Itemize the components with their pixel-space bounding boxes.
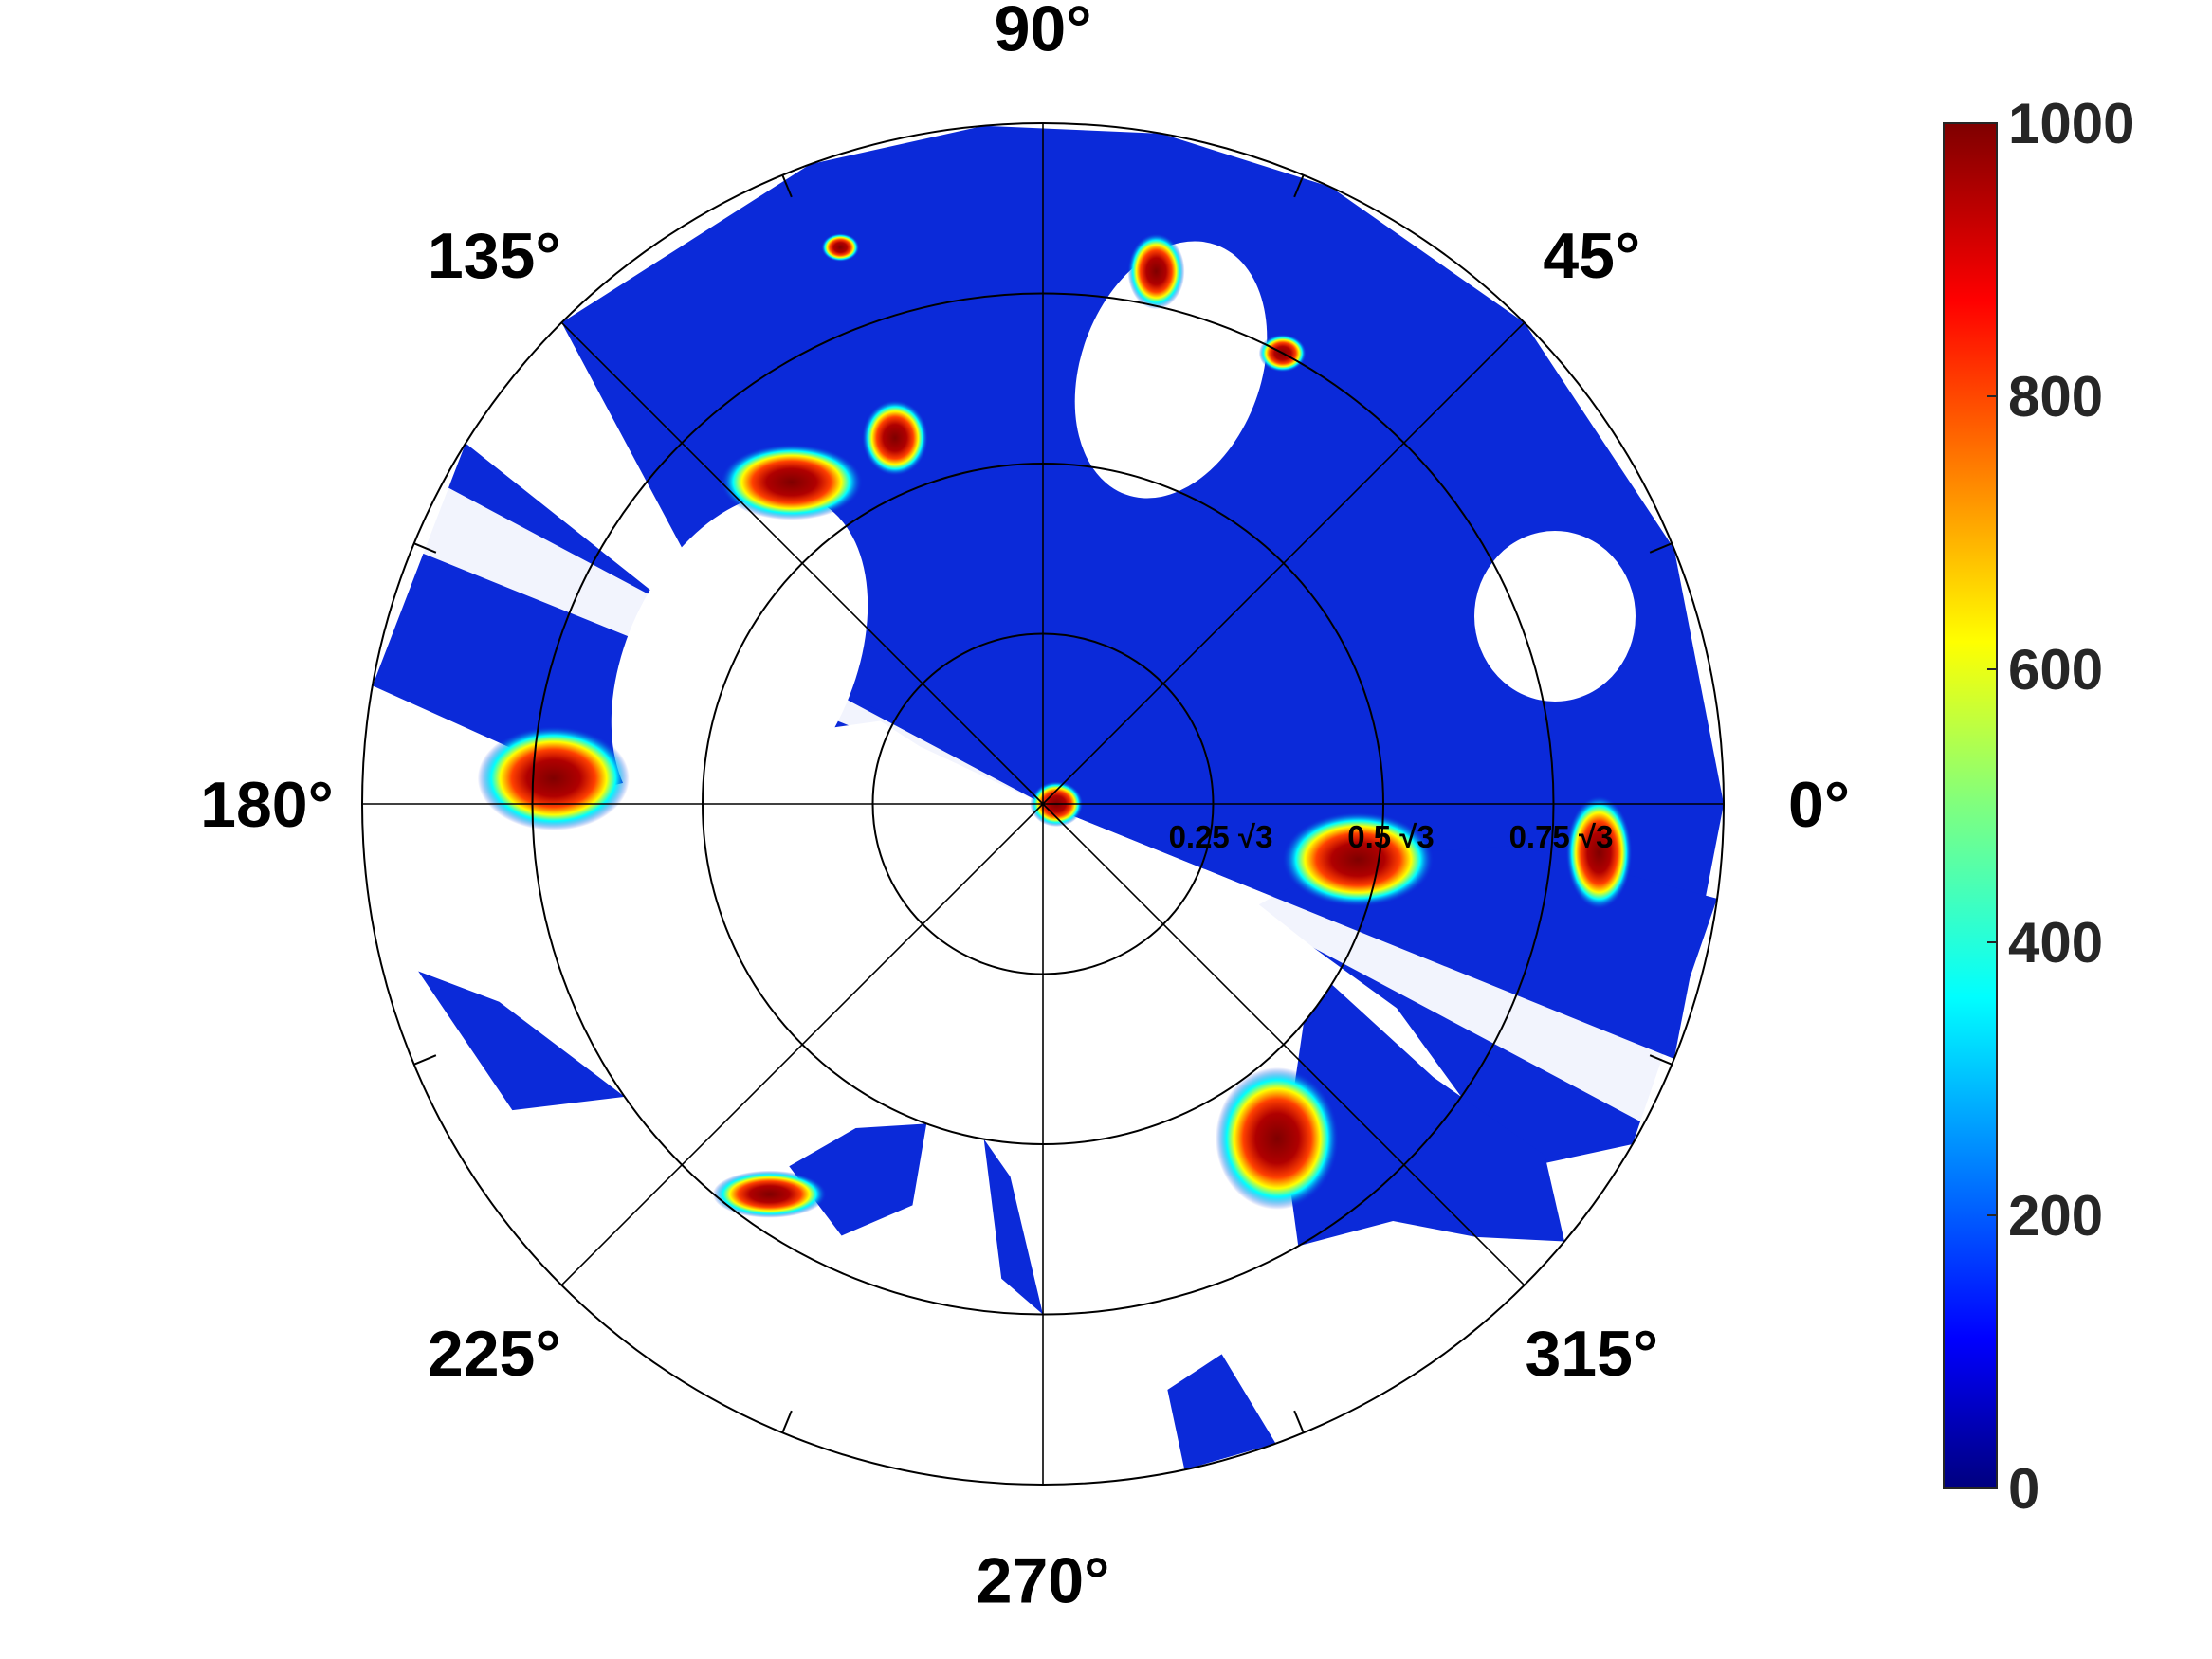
angle-label-135: 135° xyxy=(428,220,561,292)
field-region-bottom-left xyxy=(789,1123,927,1236)
polar-grid xyxy=(361,122,1725,1486)
minor-tick-202.5 xyxy=(413,1054,437,1066)
field-region-bottom-right xyxy=(1285,984,1565,1247)
radial-label-1: 0.25 √3 xyxy=(1169,819,1273,854)
minor-tick-292.5 xyxy=(1293,1410,1305,1433)
angular-grid-line-135 xyxy=(560,321,1044,805)
minor-tick-337.5 xyxy=(1649,1054,1673,1066)
angle-label-270: 270° xyxy=(977,1545,1110,1617)
angle-label-90: 90° xyxy=(995,0,1092,64)
colorbar-label-200: 200 xyxy=(2008,1184,2103,1248)
hotspot-2 xyxy=(477,725,630,830)
gap-right xyxy=(1474,531,1636,702)
hotspot-layer xyxy=(477,233,1633,1218)
field-region-upper xyxy=(561,125,1724,1059)
field-region-left-strip xyxy=(418,971,625,1111)
angular-tick-labels: 0° 45° 90° 135° 180° 225° 270° 315° xyxy=(200,0,1850,1617)
colorbar-label-800: 800 xyxy=(2008,365,2103,428)
angular-grid-line-225 xyxy=(560,803,1044,1286)
minor-tick-67.5 xyxy=(1293,174,1305,198)
hotspot-9 xyxy=(1127,233,1185,310)
hotspot-11 xyxy=(821,233,860,263)
field-region-bottom-strip xyxy=(983,1139,1043,1315)
angle-label-180: 180° xyxy=(200,769,334,841)
minor-tick-112.5 xyxy=(781,174,793,198)
gap-top-right xyxy=(1074,241,1268,499)
angle-label-45: 45° xyxy=(1543,220,1640,292)
angular-grid-line-315 xyxy=(1042,803,1526,1286)
colorbar-label-0: 0 xyxy=(2008,1457,2039,1521)
hotspot-5 xyxy=(1282,811,1435,907)
colorbar-label-1000: 1000 xyxy=(2008,92,2134,155)
hotspot-7 xyxy=(712,1170,827,1218)
hotspot-4 xyxy=(861,399,928,476)
colorbar-label-400: 400 xyxy=(2008,911,2103,975)
angle-label-0: 0° xyxy=(1788,769,1850,841)
angle-label-225: 225° xyxy=(428,1318,561,1390)
colorbar-gradient xyxy=(1943,122,1998,1489)
hotspot-8 xyxy=(1565,795,1633,910)
radial-tick-labels: 0.25 √3 0.5 √3 0.75 √3 xyxy=(1169,819,1614,854)
hotspot-6 xyxy=(1216,1066,1340,1210)
field-region-lower-tail xyxy=(1167,1354,1276,1470)
colorbar-label-600: 600 xyxy=(2008,638,2103,702)
minor-tick-157.5 xyxy=(413,542,437,554)
hotspot-3 xyxy=(720,444,863,520)
angular-grid-line-45 xyxy=(1042,321,1526,805)
minor-tick-22.5 xyxy=(1649,542,1673,554)
radial-label-2: 0.5 √3 xyxy=(1347,819,1435,854)
angle-label-315: 315° xyxy=(1525,1318,1658,1390)
colorbar: 0 200 400 600 800 1000 xyxy=(1943,92,2134,1521)
radial-label-3: 0.75 √3 xyxy=(1509,819,1614,854)
minor-tick-247.5 xyxy=(781,1410,793,1433)
